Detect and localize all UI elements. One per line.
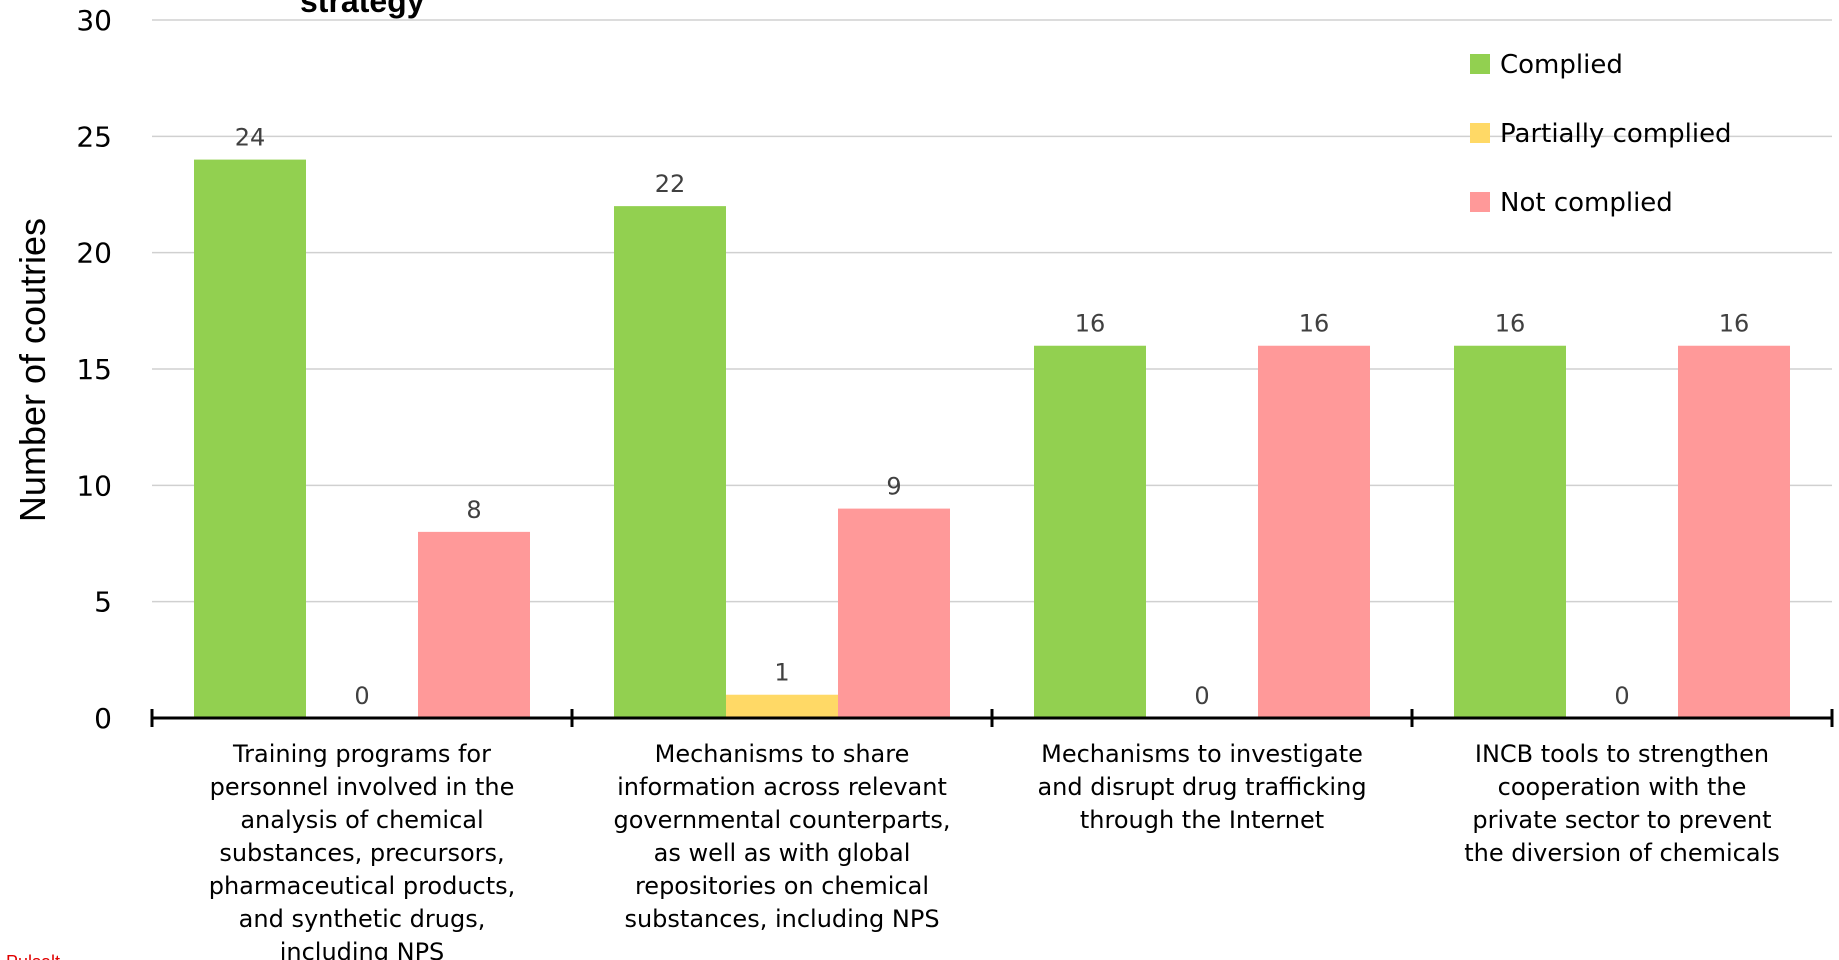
legend-label: Partially complied	[1500, 119, 1732, 149]
data-label: 1	[774, 659, 789, 687]
chart-title-fragment: strategy	[300, 0, 425, 19]
data-label: 24	[235, 124, 266, 152]
bar-complied	[1034, 345, 1146, 718]
data-label: 0	[1614, 682, 1629, 710]
y-tick-label: 15	[76, 353, 112, 386]
bar-not-complied	[418, 531, 530, 718]
data-label: 8	[466, 496, 481, 524]
bar-partially-complied	[726, 694, 838, 718]
data-label: 9	[886, 473, 901, 501]
y-tick-label: 25	[76, 120, 112, 153]
bar-complied	[194, 159, 306, 719]
legend-label: Not complied	[1500, 188, 1673, 218]
data-label: 16	[1719, 310, 1750, 338]
y-tick-label: 30	[76, 4, 112, 37]
bar-not-complied	[1258, 345, 1370, 718]
data-label: 22	[655, 170, 686, 198]
bar-not-complied	[1678, 345, 1790, 718]
bar-complied	[1454, 345, 1566, 718]
x-category-label: Mechanisms to share information across re…	[613, 740, 950, 933]
data-label: 16	[1075, 310, 1106, 338]
data-label: 0	[1194, 682, 1209, 710]
x-category-label: INCB tools to strengthen cooperation with…	[1464, 740, 1780, 867]
corner-text-fragment: Pulsalt	[6, 952, 60, 960]
legend-label: Complied	[1500, 50, 1623, 80]
x-category-label: Training programs for personnel involved …	[209, 740, 516, 960]
legend-swatch	[1470, 192, 1490, 212]
y-tick-label: 0	[94, 702, 112, 735]
y-tick-label: 20	[76, 237, 112, 270]
data-label: 0	[354, 682, 369, 710]
bar-not-complied	[838, 508, 950, 718]
bar-complied	[614, 206, 726, 718]
y-tick-label: 5	[94, 586, 112, 619]
y-tick-label: 10	[76, 469, 112, 502]
y-axis-label: Number of coutries	[12, 218, 53, 522]
legend-swatch	[1470, 54, 1490, 74]
legend-swatch	[1470, 123, 1490, 143]
data-label: 16	[1495, 310, 1526, 338]
x-category-label: Mechanisms to investigate and disrupt dru…	[1037, 740, 1366, 834]
data-label: 16	[1299, 310, 1330, 338]
